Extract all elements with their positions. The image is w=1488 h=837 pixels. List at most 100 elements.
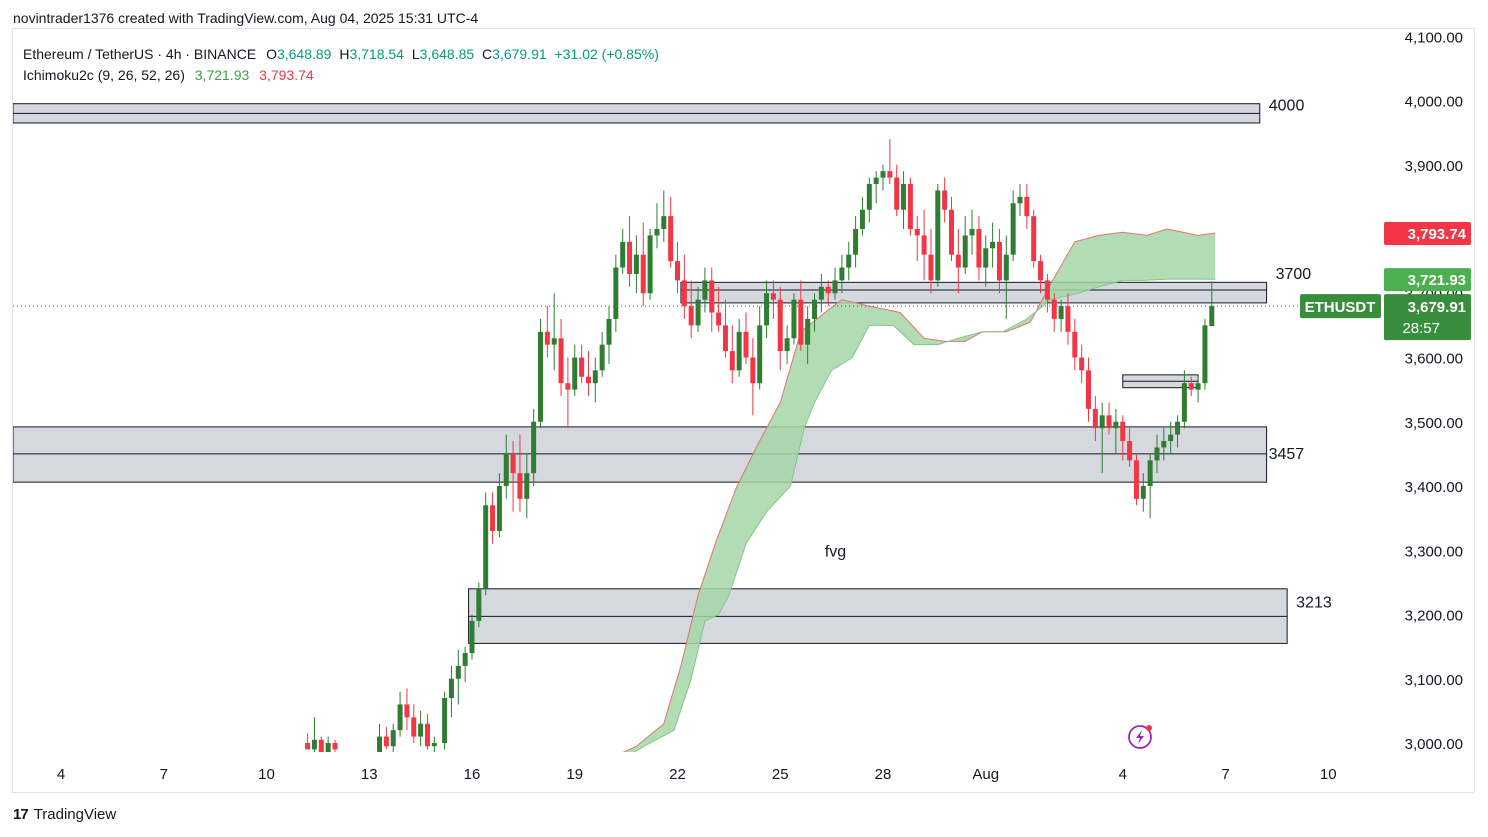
indicator-value-lead-a: 3,721.93 (194, 67, 250, 83)
candle-body (942, 190, 948, 210)
candle-body (935, 190, 941, 281)
candle-body (859, 209, 865, 229)
candle-body (1154, 447, 1160, 461)
candle-body (846, 254, 852, 268)
candle-body (668, 216, 674, 262)
tradingview-logo-icon: 17 (13, 806, 29, 823)
candle-body (832, 280, 838, 294)
price-tags: 3,793.74 3,721.93 ETHUSDT 3,679.91 28:57 (1300, 222, 1471, 341)
ichimoku-cloud (13, 228, 1300, 752)
candle-body (702, 280, 708, 300)
candle-body (325, 743, 331, 752)
candle-body (791, 299, 797, 339)
symbol-tag (1300, 294, 1381, 319)
candle-body (1024, 196, 1030, 217)
change-value: +31.02 (+0.85%) (554, 46, 659, 62)
indicator-value-lead-b: 3,793.74 (259, 67, 314, 83)
candle-body (455, 665, 461, 679)
candle-body (818, 286, 824, 300)
low-label: L (411, 46, 420, 62)
candle-body (1106, 415, 1112, 429)
time-tick-label: 7 (160, 766, 168, 783)
candle-body (1044, 280, 1050, 300)
chart-attribution: novintrader1376 created with TradingView… (13, 10, 479, 26)
indicator-row: Ichimoku2c (9, 26, 52, 26) 3,721.93 3,79… (23, 65, 659, 86)
indicator-title[interactable]: Ichimoku2c (9, 26, 52, 26) (23, 67, 185, 83)
candle-body (839, 267, 845, 281)
candle-body (955, 254, 961, 268)
annotations-layer: 4000 3700 3457 3213 fvg (825, 97, 1332, 611)
candle-body (1202, 325, 1208, 384)
candle-body (928, 254, 934, 281)
candle-body (383, 736, 389, 747)
candle-body (1113, 421, 1119, 429)
high-label: H (339, 46, 350, 62)
zone-label-3457: 3457 (1269, 446, 1305, 463)
symbol-title[interactable]: Ethereum / TetherUS · 4h · BINANCE (23, 46, 257, 62)
close-value: 3,679.91 (492, 46, 547, 62)
candle-body (390, 730, 396, 747)
candle-body (424, 723, 430, 747)
candle-body (627, 241, 633, 274)
time-tick-label: 10 (258, 766, 275, 783)
candle-body (1065, 306, 1071, 332)
candle-body (661, 216, 667, 229)
candle-body (729, 351, 735, 371)
candle-body (1120, 421, 1126, 442)
candle-body (377, 736, 383, 752)
candle-body (736, 331, 742, 371)
candle-body (544, 331, 550, 345)
candle-body (397, 704, 403, 731)
time-tick-label: 22 (669, 766, 686, 783)
candle-body (784, 338, 790, 352)
candle-body (654, 229, 660, 236)
cloud-span-b-line (633, 278, 1216, 752)
candle-body (853, 229, 859, 255)
close-label: C (482, 46, 493, 62)
symbol-row: Ethereum / TetherUS · 4h · BINANCE O3,64… (23, 44, 659, 65)
candle-body (620, 241, 626, 268)
candle-body (777, 299, 783, 352)
candle-body (431, 743, 437, 747)
candle-body (1168, 434, 1174, 442)
candle-body (1079, 357, 1085, 371)
candle-body (825, 286, 831, 294)
candle-body (1058, 306, 1064, 319)
candle-body (798, 299, 804, 345)
candle-body (873, 177, 879, 185)
candle-body (1188, 383, 1194, 390)
candle-body (675, 261, 680, 281)
time-axis: 4 7 10 13 16 19 22 25 28 Aug 4 7 10 (57, 766, 1337, 783)
time-tick-label: 4 (1119, 766, 1127, 783)
price-tick-label: 3,000.00 (1405, 736, 1463, 753)
candle-body (983, 248, 989, 268)
candle-body (1175, 421, 1181, 435)
candle-body (866, 184, 872, 210)
candle-body (996, 241, 1002, 281)
high-value: 3,718.54 (349, 46, 404, 62)
annotation-fvg: fvg (825, 544, 846, 561)
candle-body (1003, 254, 1009, 281)
time-tick-label: 7 (1221, 766, 1229, 783)
time-tick-label: 4 (57, 766, 65, 783)
time-tick-label: 10 (1320, 766, 1337, 783)
candle-body (599, 344, 605, 371)
lightning-icon[interactable] (1128, 725, 1152, 749)
tradingview-footer[interactable]: 17 TradingView (13, 806, 116, 823)
candle-body (907, 184, 913, 229)
price-tag-text: 3,721.93 (1408, 272, 1466, 289)
candle-body (1195, 383, 1201, 390)
candle-body (585, 376, 591, 384)
candle-body (709, 280, 715, 313)
zone-rect (13, 426, 1268, 483)
price-tick-label: 3,400.00 (1405, 479, 1463, 496)
candle-body (716, 312, 722, 326)
zone-label-3700: 3700 (1276, 266, 1312, 283)
candle-body (880, 171, 886, 178)
candle-body (764, 293, 770, 326)
price-tick-label: 4,000.00 (1405, 94, 1463, 111)
candle-body (572, 357, 578, 390)
candle-body (558, 338, 564, 384)
candle-body (1133, 460, 1139, 499)
